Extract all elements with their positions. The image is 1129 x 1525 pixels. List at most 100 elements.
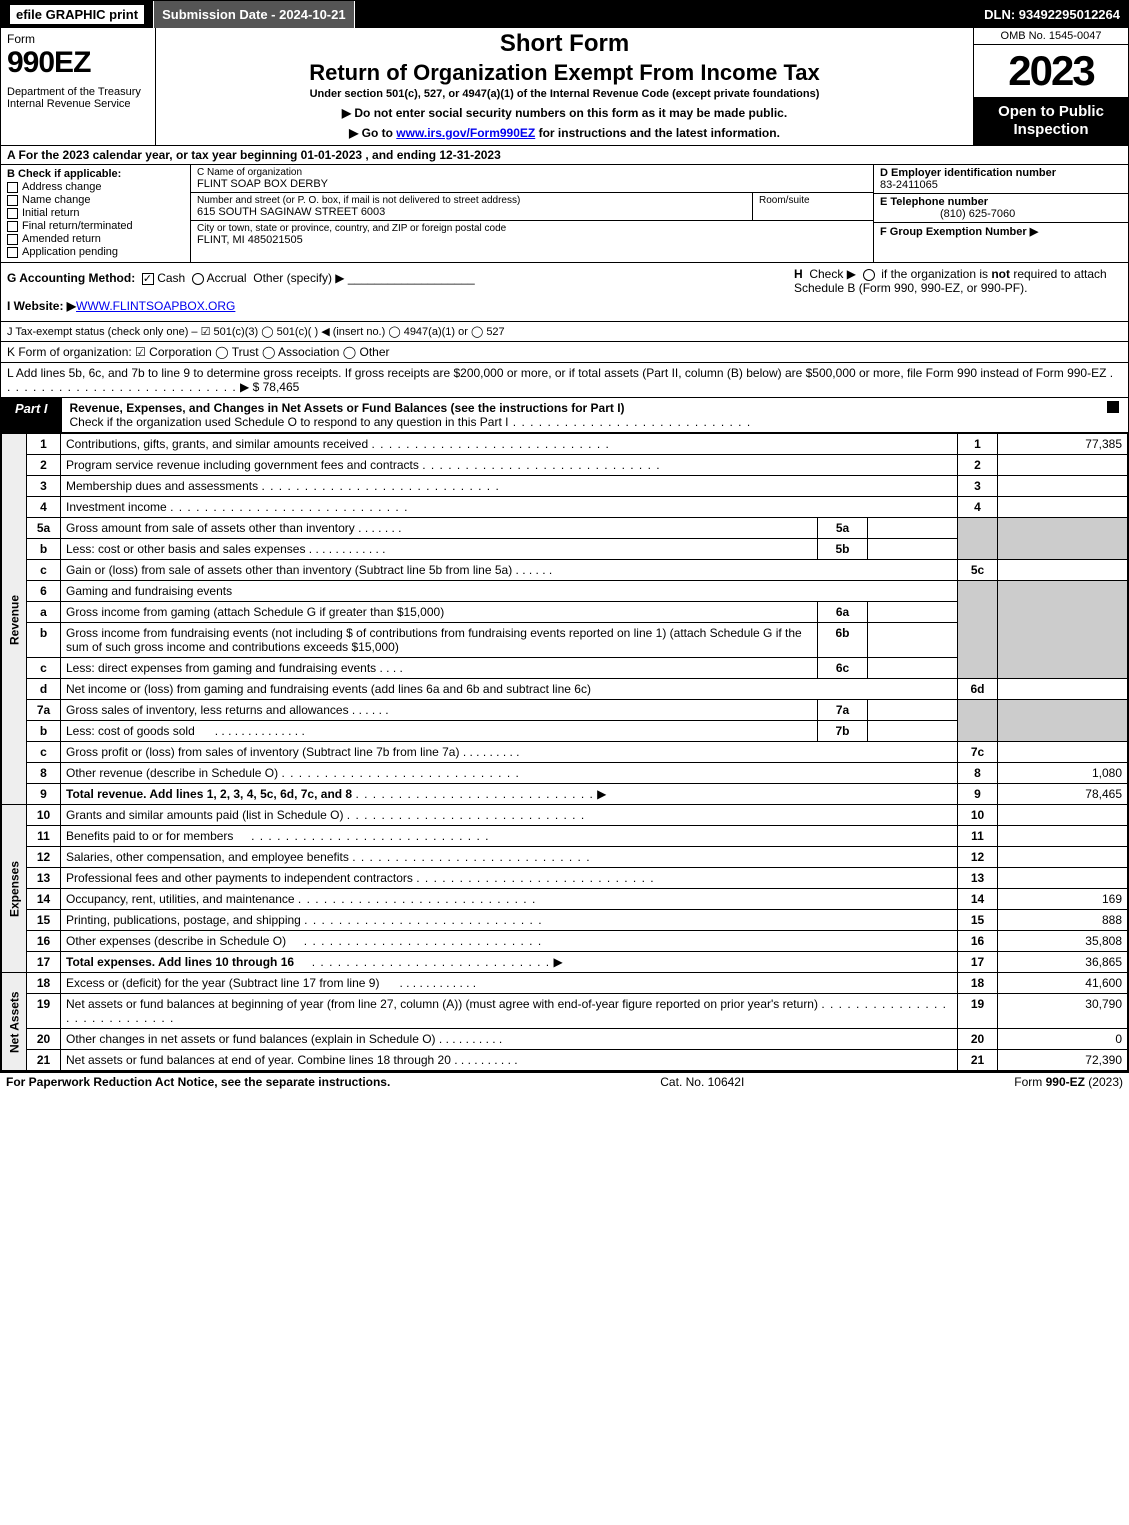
row-a-tax-year: A For the 2023 calendar year, or tax yea… (1, 146, 1128, 165)
top-bar: efile GRAPHIC print Submission Date - 20… (1, 1, 1128, 28)
col-c-org-info: C Name of organization FLINT SOAP BOX DE… (191, 165, 873, 262)
checkbox-icon (7, 195, 18, 206)
line-7c: cGross profit or (loss) from sales of in… (2, 742, 1128, 763)
omb-number: OMB No. 1545-0047 (974, 28, 1128, 45)
line-8: 8Other revenue (describe in Schedule O) … (2, 763, 1128, 784)
line-5a: 5aGross amount from sale of assets other… (2, 518, 1128, 539)
line-16: 16Other expenses (describe in Schedule O… (2, 931, 1128, 952)
revenue-side-label: Revenue (2, 434, 27, 805)
ein-cell: D Employer identification number 83-2411… (874, 165, 1128, 194)
chk-application-pending[interactable]: Application pending (7, 246, 184, 258)
address: 615 SOUTH SAGINAW STREET 6003 (197, 206, 746, 218)
line-12: 12Salaries, other compensation, and empl… (2, 847, 1128, 868)
row-i: I Website: ▶WWW.FLINTSOAPBOX.ORG (7, 299, 782, 313)
line-15: 15Printing, publications, postage, and s… (2, 910, 1128, 931)
line-5c: cGain or (loss) from sale of assets othe… (2, 560, 1128, 581)
chk-label: Amended return (22, 233, 101, 245)
part-title-bold: Revenue, Expenses, and Changes in Net As… (70, 401, 625, 415)
line-19: 19Net assets or fund balances at beginni… (2, 994, 1128, 1029)
under-section: Under section 501(c), 527, or 4947(a)(1)… (160, 88, 969, 100)
cash-checkbox[interactable] (142, 273, 154, 285)
lines-table: Revenue 1 Contributions, gifts, grants, … (1, 433, 1128, 1071)
ein: 83-2411065 (880, 179, 938, 191)
expenses-side-label: Expenses (2, 805, 27, 973)
line-17: 17Total expenses. Add lines 10 through 1… (2, 952, 1128, 973)
line-1: Revenue 1 Contributions, gifts, grants, … (2, 434, 1128, 455)
schedule-o-checkbox[interactable] (1107, 401, 1119, 413)
chk-label: Final return/terminated (22, 220, 133, 232)
part-tab: Part I (1, 398, 62, 432)
address-label: Number and street (or P. O. box, if mail… (197, 195, 746, 206)
row-h-text: H Check ▶ if the organization is not req… (794, 267, 1107, 295)
part-subtitle: Check if the organization used Schedule … (70, 415, 509, 429)
form-header: Form 990EZ Department of the Treasury In… (1, 28, 1128, 146)
row-l-text: L Add lines 5b, 6c, and 7b to line 9 to … (7, 366, 1106, 380)
website-label: I Website: ▶ (7, 299, 76, 313)
line-2: 2Program service revenue including gover… (2, 455, 1128, 476)
city: FLINT, MI 485021505 (197, 234, 867, 246)
efile-print: efile GRAPHIC print (1, 1, 154, 28)
tel-label: E Telephone number (880, 196, 988, 208)
line-4: 4Investment income 4 (2, 497, 1128, 518)
dln: DLN: 93492295012264 (976, 1, 1128, 28)
cash-label: Cash (157, 271, 185, 285)
footer-form-ref: Form 990-EZ (2023) (1014, 1075, 1123, 1089)
checkbox-icon (7, 208, 18, 219)
chk-label: Initial return (22, 207, 79, 219)
telephone: (810) 625-7060 (880, 208, 1015, 220)
room-label: Room/suite (759, 195, 867, 206)
line-6: 6Gaming and fundraising events (2, 581, 1128, 602)
info-grid: B Check if applicable: Address change Na… (1, 165, 1128, 263)
chk-final-return[interactable]: Final return/terminated (7, 220, 184, 232)
tax-year: 2023 (974, 45, 1128, 97)
row-a-text: A For the 2023 calendar year, or tax yea… (7, 148, 501, 162)
form-word: Form (7, 32, 149, 46)
line-9: 9Total revenue. Add lines 1, 2, 3, 4, 5c… (2, 784, 1128, 805)
net-assets-side-label: Net Assets (2, 973, 27, 1071)
dots (508, 415, 751, 429)
form-number: 990EZ (7, 46, 149, 80)
line-7a: 7aGross sales of inventory, less returns… (2, 700, 1128, 721)
col-b-title: B Check if applicable: (7, 168, 184, 180)
row-j: J Tax-exempt status (check only one) – ☑… (1, 322, 1128, 342)
goto-post: for instructions and the latest informat… (535, 126, 780, 140)
ssn-warning: ▶ Do not enter social security numbers o… (160, 106, 969, 120)
ein-label: D Employer identification number (880, 167, 1056, 179)
line-11: 11Benefits paid to or for members 11 (2, 826, 1128, 847)
line-20: 20Other changes in net assets or fund ba… (2, 1029, 1128, 1050)
accrual-label: Accrual (207, 271, 247, 285)
return-title: Return of Organization Exempt From Incom… (160, 60, 969, 86)
line-label: Contributions, gifts, grants, and simila… (61, 434, 958, 455)
website-link[interactable]: WWW.FLINTSOAPBOX.ORG (76, 299, 235, 313)
accrual-checkbox[interactable] (192, 273, 204, 285)
page-footer: For Paperwork Reduction Act Notice, see … (0, 1072, 1129, 1091)
form-990ez: efile GRAPHIC print Submission Date - 20… (0, 0, 1129, 1072)
org-name-label: C Name of organization (197, 167, 867, 178)
chk-name-change[interactable]: Name change (7, 194, 184, 206)
chk-initial-return[interactable]: Initial return (7, 207, 184, 219)
h-checkbox[interactable] (863, 269, 875, 281)
chk-address-change[interactable]: Address change (7, 181, 184, 193)
irs-link[interactable]: www.irs.gov/Form990EZ (396, 126, 535, 140)
row-l-amount: ▶ $ 78,465 (240, 380, 299, 394)
footer-left: For Paperwork Reduction Act Notice, see … (6, 1075, 390, 1089)
line-13: 13Professional fees and other payments t… (2, 868, 1128, 889)
org-name: FLINT SOAP BOX DERBY (197, 178, 867, 190)
goto-line: ▶ Go to www.irs.gov/Form990EZ for instru… (160, 126, 969, 140)
line-18: Net Assets 18Excess or (deficit) for the… (2, 973, 1128, 994)
line-14: 14Occupancy, rent, utilities, and mainte… (2, 889, 1128, 910)
group-exemption-label: F Group Exemption Number ▶ (880, 226, 1038, 238)
checkbox-icon (7, 221, 18, 232)
col-d-ids: D Employer identification number 83-2411… (873, 165, 1128, 262)
goto-pre: ▶ Go to (349, 126, 396, 140)
accounting-method-label: G Accounting Method: (7, 271, 135, 285)
row-g: G Accounting Method: Cash Accrual Other … (1, 263, 788, 321)
chk-amended-return[interactable]: Amended return (7, 233, 184, 245)
efile-label: efile GRAPHIC print (9, 4, 145, 25)
header-middle: Short Form Return of Organization Exempt… (156, 28, 973, 145)
city-label: City or town, state or province, country… (197, 223, 867, 234)
part-check (1098, 398, 1128, 432)
line-col-num: 1 (958, 434, 998, 455)
col-b-checkboxes: B Check if applicable: Address change Na… (1, 165, 191, 262)
header-left: Form 990EZ Department of the Treasury In… (1, 28, 156, 145)
